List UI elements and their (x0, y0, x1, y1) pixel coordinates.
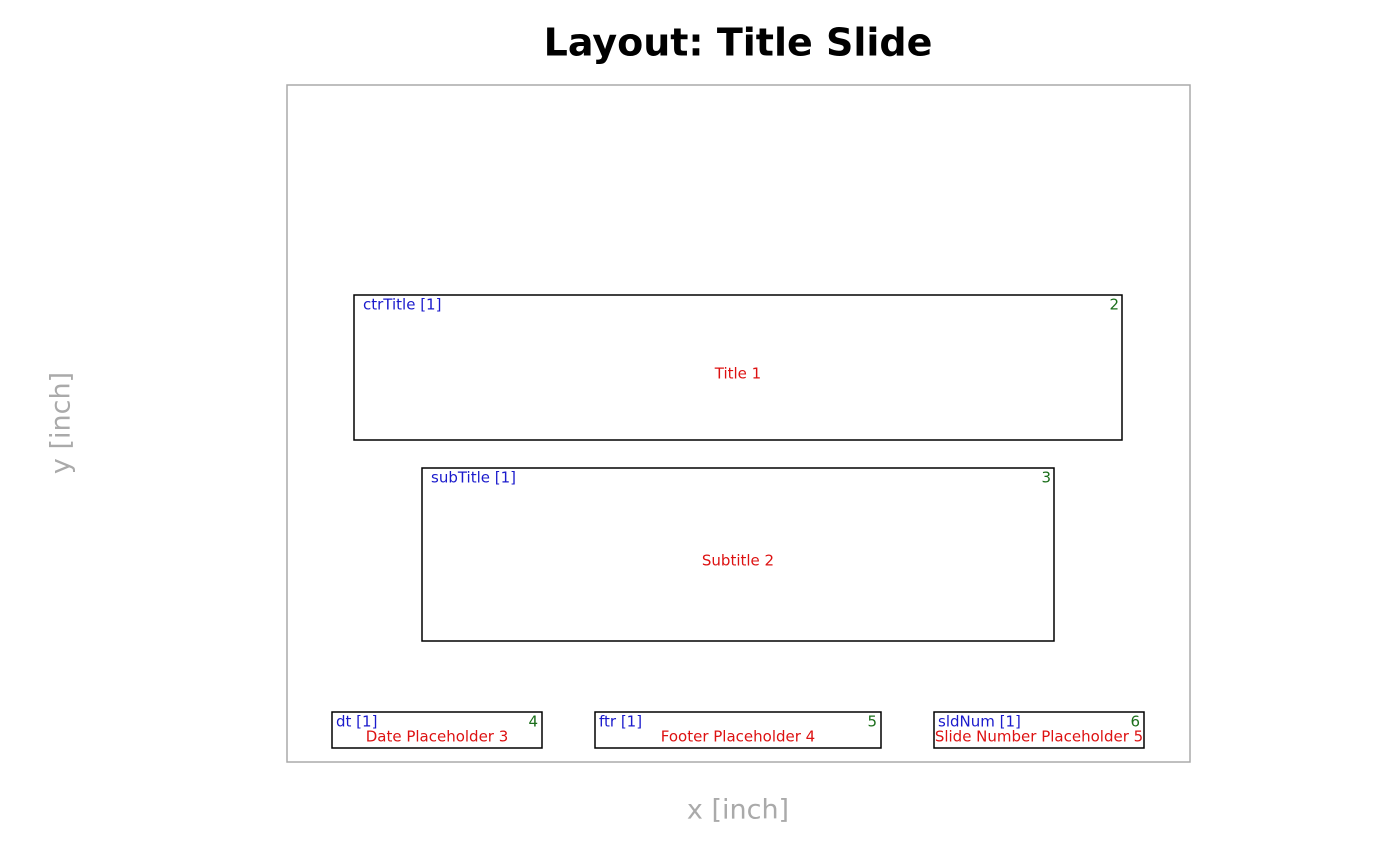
placeholder-box (353, 294, 1123, 441)
placeholder-box (421, 467, 1055, 642)
placeholder-type: ftr [1] (599, 713, 642, 731)
y-axis-label: y [inch] (46, 372, 77, 474)
placeholder-box (933, 711, 1145, 749)
placeholder-type: ctrTitle [1] (363, 296, 441, 314)
title: Layout: Title Slide (544, 21, 933, 65)
placeholder-id: 2 (1109, 296, 1119, 314)
placeholder-id: 6 (1130, 713, 1140, 731)
placeholder-type: dt [1] (336, 713, 377, 731)
placeholder-name: Title 1 (714, 365, 761, 383)
placeholder-name: Footer Placeholder 4 (661, 728, 815, 746)
slide-frame (286, 84, 1191, 763)
x-axis-label: x [inch] (687, 795, 789, 826)
placeholder-name: Slide Number Placeholder 5 (935, 728, 1143, 746)
placeholder-box (331, 711, 543, 749)
placeholder-id: 3 (1041, 469, 1051, 487)
placeholder-type: subTitle [1] (431, 469, 516, 487)
placeholder-box (594, 711, 882, 749)
placeholder-type: sldNum [1] (938, 713, 1021, 731)
placeholder-name: Subtitle 2 (702, 552, 774, 570)
placeholder-id: 4 (528, 713, 538, 731)
placeholder-id: 5 (867, 713, 877, 731)
placeholder-name: Date Placeholder 3 (366, 728, 509, 746)
